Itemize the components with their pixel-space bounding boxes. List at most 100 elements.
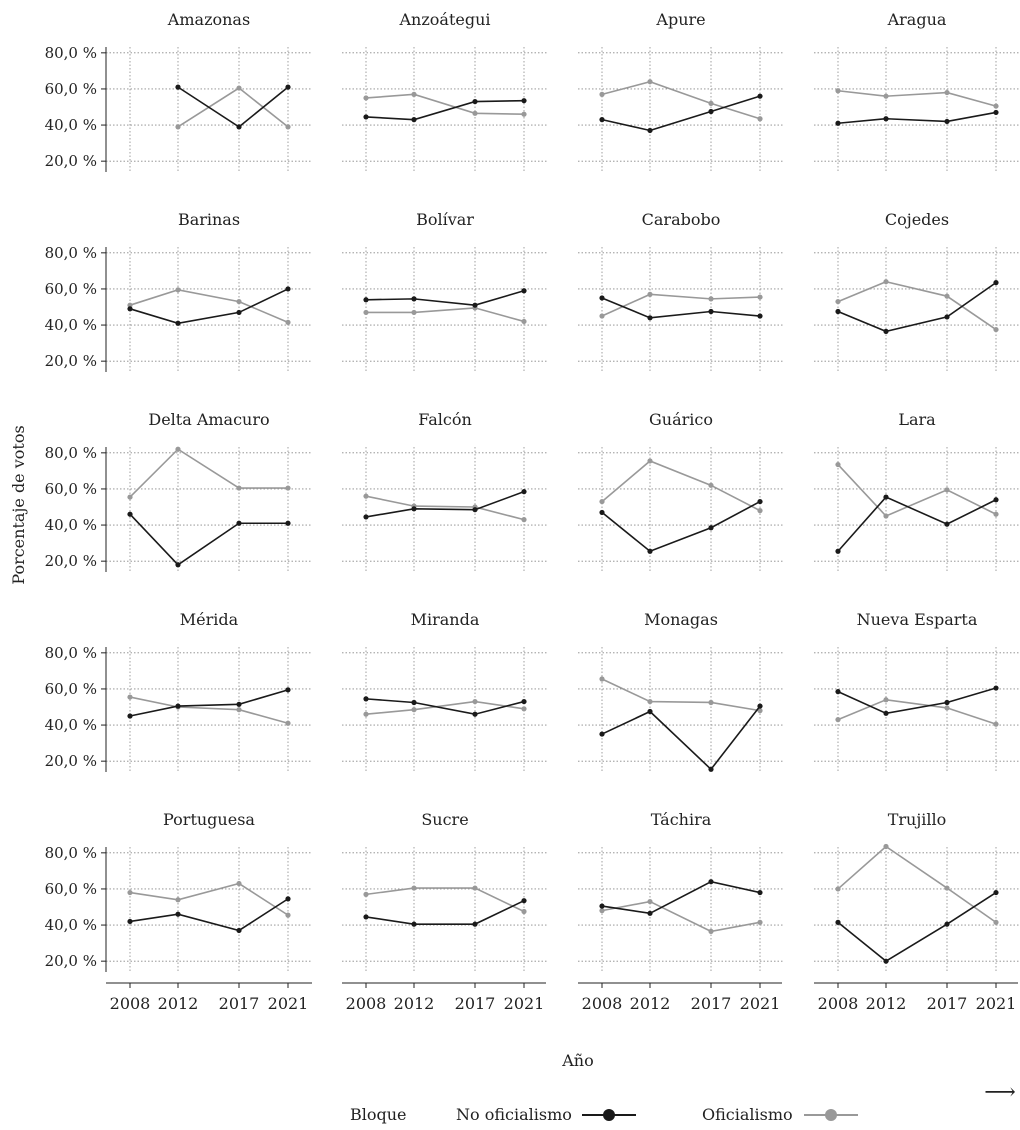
- data-point-no-oficialismo: [285, 520, 291, 526]
- panel-title: Anzoátegui: [398, 10, 490, 29]
- series-line-oficialismo: [837, 698, 997, 725]
- panel-title: Trujillo: [888, 810, 947, 829]
- data-point-oficialismo: [521, 706, 527, 712]
- y-tick-label: 20,0 %: [45, 152, 97, 170]
- data-point-no-oficialismo: [883, 710, 889, 716]
- data-point-no-oficialismo: [993, 109, 999, 116]
- data-point-oficialismo: [944, 89, 950, 96]
- data-point-oficialismo: [285, 720, 291, 726]
- legend-title: Bloque: [350, 1105, 407, 1124]
- x-tick-label: 2012: [158, 994, 199, 1013]
- data-point-no-oficialismo: [363, 696, 369, 702]
- data-point-no-oficialismo: [708, 525, 714, 531]
- data-point-no-oficialismo: [835, 548, 841, 554]
- data-point-oficialismo: [127, 302, 133, 308]
- data-point-no-oficialismo: [521, 98, 527, 104]
- panel-title: Carabobo: [642, 210, 721, 229]
- data-point-no-oficialismo: [708, 308, 714, 315]
- x-tick-label: 2012: [394, 994, 435, 1013]
- data-point-oficialismo: [411, 707, 417, 713]
- data-point-oficialismo: [236, 707, 242, 713]
- series-line-oficialismo: [601, 460, 761, 512]
- x-tick-label: 2012: [630, 994, 671, 1013]
- panel: Monagas: [578, 610, 784, 772]
- panel-title: Amazonas: [167, 10, 250, 29]
- data-point-no-oficialismo: [363, 114, 369, 120]
- data-point-oficialismo: [599, 676, 605, 682]
- data-point-oficialismo: [835, 298, 841, 305]
- series-line-no-oficialismo: [129, 689, 289, 717]
- x-tick-label: 2008: [346, 994, 387, 1013]
- data-point-no-oficialismo: [472, 711, 478, 717]
- data-point-no-oficialismo: [993, 497, 999, 503]
- x-tick-label: 2017: [219, 994, 260, 1013]
- data-point-no-oficialismo: [175, 562, 181, 568]
- y-tick-label: 40,0 %: [45, 516, 97, 534]
- data-point-oficialismo: [521, 517, 527, 523]
- data-point-no-oficialismo: [647, 708, 653, 715]
- y-tick-label: 60,0 %: [45, 80, 97, 98]
- data-point-oficialismo: [944, 705, 950, 711]
- series-line-no-oficialismo: [837, 687, 997, 715]
- data-point-no-oficialismo: [472, 921, 478, 927]
- data-point-no-oficialismo: [285, 286, 291, 292]
- panel-title: Mérida: [180, 610, 239, 629]
- series-line-oficialismo: [837, 89, 997, 107]
- series-line-oficialismo: [177, 87, 289, 128]
- data-point-no-oficialismo: [285, 84, 291, 90]
- data-point-oficialismo: [175, 897, 181, 903]
- data-point-oficialismo: [883, 93, 889, 99]
- data-point-no-oficialismo: [708, 108, 714, 115]
- panel-title: Aragua: [887, 10, 947, 29]
- data-point-no-oficialismo: [835, 120, 841, 126]
- y-tick-label: 40,0 %: [45, 116, 97, 134]
- data-point-no-oficialismo: [757, 93, 763, 99]
- data-point-no-oficialismo: [599, 117, 605, 123]
- data-point-no-oficialismo: [411, 921, 417, 927]
- data-point-oficialismo: [599, 908, 605, 914]
- data-point-no-oficialismo: [285, 687, 291, 693]
- data-point-oficialismo: [647, 698, 653, 705]
- x-tick-label: 2008: [818, 994, 859, 1013]
- data-point-oficialismo: [647, 79, 653, 85]
- y-tick-label: 80,0 %: [45, 844, 97, 862]
- series-line-oficialismo: [365, 495, 525, 521]
- panel: Trujillo 2008 2012 2017 2021: [814, 810, 1020, 1013]
- data-point-oficialismo: [883, 843, 889, 850]
- data-point-no-oficialismo: [363, 297, 369, 303]
- data-point-no-oficialismo: [363, 514, 369, 520]
- panel-title: Cojedes: [885, 210, 949, 229]
- data-point-no-oficialismo: [472, 98, 478, 105]
- panel-title: Barinas: [178, 210, 240, 229]
- data-point-oficialismo: [883, 279, 889, 285]
- data-point-no-oficialismo: [285, 896, 291, 902]
- data-point-no-oficialismo: [835, 308, 841, 315]
- series-line-oficialismo: [365, 700, 525, 716]
- data-point-oficialismo: [363, 95, 369, 101]
- data-point-no-oficialismo: [363, 914, 369, 920]
- data-point-no-oficialismo: [883, 958, 889, 964]
- panel: Miranda: [342, 610, 548, 772]
- y-tick-label: 80,0 %: [45, 444, 97, 462]
- y-axis-label: Porcentaje de votos: [9, 425, 28, 584]
- legend-marker-oficialismo: [825, 1109, 837, 1121]
- data-point-oficialismo: [708, 699, 714, 706]
- panel-title: Guárico: [649, 410, 713, 429]
- y-tick-label: 60,0 %: [45, 280, 97, 298]
- data-point-no-oficialismo: [599, 731, 605, 737]
- panel-title: Táchira: [651, 810, 712, 829]
- data-point-no-oficialismo: [599, 903, 605, 909]
- data-point-no-oficialismo: [944, 314, 950, 320]
- series-line-oficialismo: [837, 464, 997, 517]
- data-point-no-oficialismo: [236, 927, 242, 934]
- data-point-oficialismo: [363, 493, 369, 499]
- data-point-oficialismo: [835, 886, 841, 892]
- panel: Bolívar: [342, 210, 548, 372]
- series-line-no-oficialismo: [601, 297, 761, 319]
- panel-title: Monagas: [644, 610, 718, 629]
- y-tick-label: 60,0 %: [45, 680, 97, 698]
- y-tick-label: 40,0 %: [45, 716, 97, 734]
- series-line-no-oficialismo: [129, 898, 289, 932]
- series-line-oficialismo: [365, 93, 525, 116]
